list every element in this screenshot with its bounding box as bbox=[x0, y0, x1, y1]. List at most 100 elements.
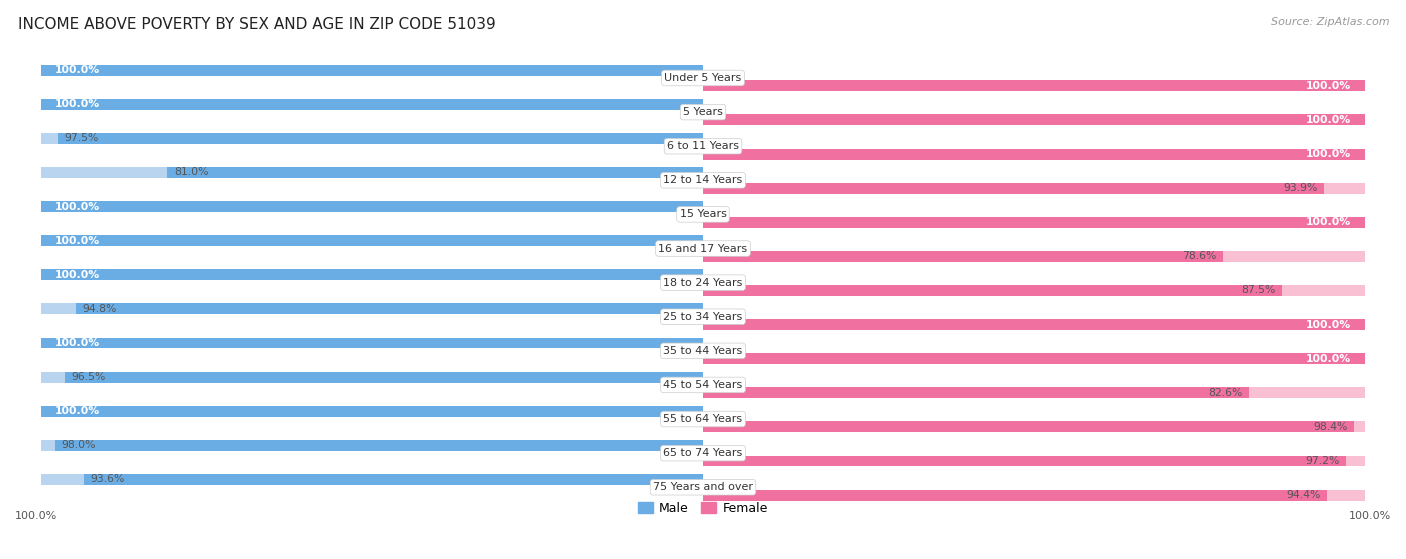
Bar bbox=[41, 133, 703, 144]
Bar bbox=[703, 490, 1327, 500]
Bar bbox=[41, 474, 703, 485]
Bar bbox=[41, 474, 703, 485]
Bar bbox=[703, 387, 1365, 398]
Bar bbox=[41, 133, 703, 144]
Text: 100.0%: 100.0% bbox=[1306, 354, 1351, 364]
Text: 98.0%: 98.0% bbox=[62, 440, 96, 451]
Bar bbox=[703, 387, 1250, 398]
Text: 93.6%: 93.6% bbox=[90, 475, 125, 485]
Bar bbox=[703, 183, 1365, 193]
Text: 15 Years: 15 Years bbox=[679, 210, 727, 220]
Bar bbox=[703, 353, 1365, 364]
Bar bbox=[41, 201, 703, 212]
Text: 6 to 11 Years: 6 to 11 Years bbox=[666, 141, 740, 151]
Text: 35 to 44 Years: 35 to 44 Years bbox=[664, 346, 742, 356]
Bar bbox=[703, 319, 1365, 330]
Text: 100.0%: 100.0% bbox=[1348, 511, 1391, 521]
Text: 100.0%: 100.0% bbox=[1306, 81, 1351, 91]
Text: 97.5%: 97.5% bbox=[65, 134, 98, 143]
Bar bbox=[41, 167, 703, 178]
Bar bbox=[703, 115, 1365, 125]
Bar bbox=[703, 387, 1365, 398]
Bar bbox=[703, 456, 1346, 466]
Bar bbox=[703, 149, 1365, 159]
Bar bbox=[703, 251, 1365, 262]
Bar bbox=[703, 353, 1365, 364]
Bar bbox=[703, 80, 1365, 91]
Bar bbox=[41, 269, 703, 280]
Bar bbox=[41, 406, 703, 416]
Text: 100.0%: 100.0% bbox=[1306, 320, 1351, 330]
Legend: Male, Female: Male, Female bbox=[633, 497, 773, 520]
Text: 100.0%: 100.0% bbox=[55, 270, 100, 280]
Bar bbox=[703, 251, 1365, 262]
Text: 96.5%: 96.5% bbox=[72, 372, 105, 382]
Text: 100.0%: 100.0% bbox=[15, 511, 58, 521]
Text: 100.0%: 100.0% bbox=[55, 236, 100, 245]
Bar bbox=[703, 115, 1365, 125]
Text: 25 to 34 Years: 25 to 34 Years bbox=[664, 312, 742, 322]
Bar bbox=[84, 474, 703, 485]
Bar bbox=[41, 99, 703, 110]
Text: 100.0%: 100.0% bbox=[55, 202, 100, 211]
Bar bbox=[41, 235, 703, 246]
Text: 82.6%: 82.6% bbox=[1208, 388, 1243, 398]
Bar bbox=[55, 440, 703, 451]
Text: 100.0%: 100.0% bbox=[1306, 217, 1351, 228]
Bar bbox=[65, 372, 703, 382]
Bar bbox=[703, 456, 1365, 466]
Bar bbox=[76, 304, 703, 314]
Bar bbox=[41, 338, 703, 348]
Text: 100.0%: 100.0% bbox=[55, 65, 100, 75]
Text: 55 to 64 Years: 55 to 64 Years bbox=[664, 414, 742, 424]
Text: 12 to 14 Years: 12 to 14 Years bbox=[664, 176, 742, 186]
Bar bbox=[41, 406, 703, 416]
Text: 93.9%: 93.9% bbox=[1284, 183, 1317, 193]
Text: 100.0%: 100.0% bbox=[1306, 115, 1351, 125]
Bar bbox=[703, 421, 1365, 432]
Bar bbox=[703, 285, 1365, 296]
Text: Under 5 Years: Under 5 Years bbox=[665, 73, 741, 83]
Bar bbox=[41, 304, 703, 314]
Bar bbox=[41, 235, 703, 246]
Bar bbox=[703, 421, 1354, 432]
Bar bbox=[41, 201, 703, 212]
Bar bbox=[167, 167, 703, 178]
Bar bbox=[41, 99, 703, 110]
Text: 100.0%: 100.0% bbox=[55, 100, 100, 109]
Text: 94.8%: 94.8% bbox=[83, 304, 117, 314]
Bar bbox=[703, 490, 1365, 500]
Text: 75 Years and over: 75 Years and over bbox=[652, 482, 754, 492]
Bar bbox=[703, 217, 1365, 228]
Text: 87.5%: 87.5% bbox=[1241, 286, 1275, 296]
Text: 97.2%: 97.2% bbox=[1305, 456, 1340, 466]
Bar bbox=[703, 251, 1223, 262]
Text: 94.4%: 94.4% bbox=[1286, 490, 1320, 500]
Bar bbox=[41, 167, 703, 178]
Text: 81.0%: 81.0% bbox=[174, 168, 208, 177]
Bar bbox=[41, 440, 703, 451]
Bar bbox=[41, 65, 703, 75]
Bar bbox=[703, 490, 1365, 500]
Text: 100.0%: 100.0% bbox=[55, 406, 100, 416]
Bar bbox=[41, 338, 703, 348]
Text: 45 to 54 Years: 45 to 54 Years bbox=[664, 380, 742, 390]
Bar bbox=[703, 217, 1365, 228]
Bar bbox=[41, 304, 703, 314]
Bar bbox=[703, 183, 1365, 193]
Text: 100.0%: 100.0% bbox=[1306, 149, 1351, 159]
Text: 78.6%: 78.6% bbox=[1182, 252, 1216, 262]
Bar bbox=[703, 285, 1282, 296]
Bar bbox=[703, 421, 1365, 432]
Text: 100.0%: 100.0% bbox=[55, 338, 100, 348]
Bar bbox=[703, 80, 1365, 91]
Bar bbox=[703, 319, 1365, 330]
Text: 65 to 74 Years: 65 to 74 Years bbox=[664, 448, 742, 458]
Text: 18 to 24 Years: 18 to 24 Years bbox=[664, 278, 742, 288]
Bar bbox=[703, 183, 1324, 193]
Bar bbox=[41, 372, 703, 382]
Text: 16 and 17 Years: 16 and 17 Years bbox=[658, 244, 748, 254]
Bar bbox=[41, 440, 703, 451]
Bar bbox=[703, 456, 1365, 466]
Bar bbox=[41, 372, 703, 382]
